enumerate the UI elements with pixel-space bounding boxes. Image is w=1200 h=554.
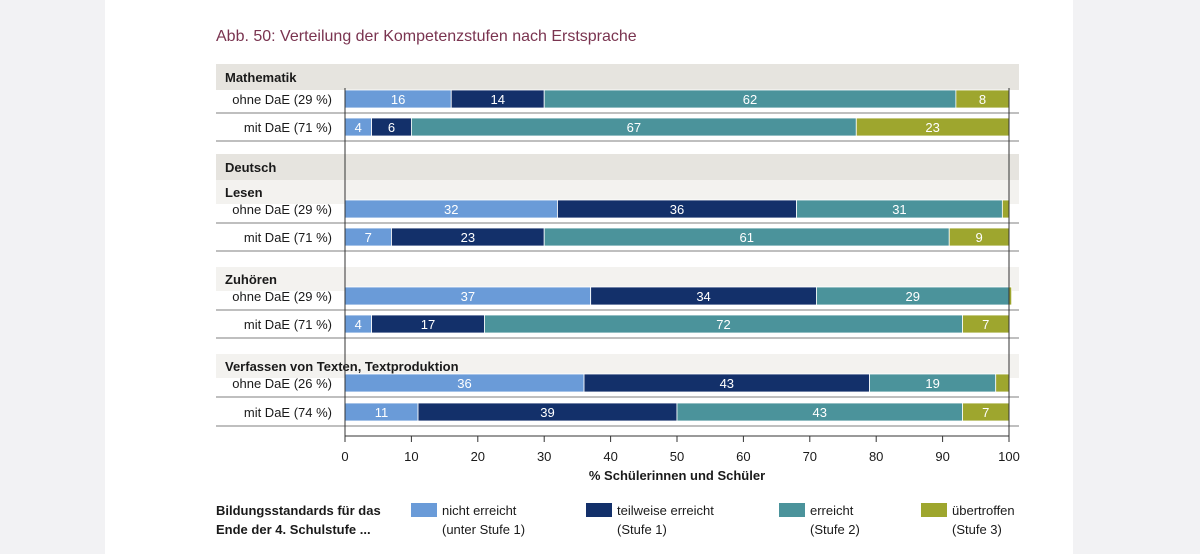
- bar-value-label: 43: [720, 376, 734, 391]
- x-tick-label: 70: [803, 449, 817, 464]
- group-header-label: Verfassen von Texten, Textproduktion: [225, 359, 459, 374]
- row-label: mit DaE (74 %): [244, 405, 332, 420]
- legend-swatch: [779, 503, 805, 517]
- group-header-band: [216, 64, 1019, 90]
- bar-value-label: 11: [375, 405, 389, 420]
- chart-title: Abb. 50: Verteilung der Kompetenzstufen …: [216, 28, 637, 45]
- bar-value-label: 23: [925, 120, 939, 135]
- bar-value-label: 17: [421, 317, 435, 332]
- bar-value-label: 6: [388, 120, 395, 135]
- legend-entry-label: teilweise erreicht: [617, 503, 714, 518]
- x-tick-label: 30: [537, 449, 551, 464]
- bar-value-label: 29: [905, 289, 919, 304]
- x-tick-label: 0: [341, 449, 348, 464]
- x-axis-label: % Schülerinnen und Schüler: [589, 468, 765, 483]
- bar-value-label: 31: [892, 202, 906, 217]
- row-label: ohne DaE (26 %): [232, 376, 332, 391]
- bar-value-label: 36: [670, 202, 684, 217]
- group-header-label: Zuhören: [225, 272, 277, 287]
- bar-value-label: 4: [355, 120, 362, 135]
- bar-value-label: 19: [925, 376, 939, 391]
- x-tick-label: 100: [998, 449, 1020, 464]
- legend-heading-line2: Ende der 4. Schulstufe ...: [216, 522, 371, 537]
- legend-entry-label: übertroffen: [952, 503, 1015, 518]
- bar-value-label: 7: [365, 230, 372, 245]
- legend-entry-sublabel: (unter Stufe 1): [442, 522, 525, 537]
- bar-segment-übertroffen: [1001, 199, 1010, 219]
- legend-entry-sublabel: (Stufe 1): [617, 522, 667, 537]
- bar-value-label: 67: [627, 120, 641, 135]
- bar-value-label: 7: [982, 317, 989, 332]
- group-header-label: Mathematik: [225, 70, 297, 85]
- bar-value-label: 34: [696, 289, 710, 304]
- x-tick-label: 90: [935, 449, 949, 464]
- x-tick-label: 80: [869, 449, 883, 464]
- legend-heading-line1: Bildungsstandards für das: [216, 503, 381, 518]
- legend-swatch: [921, 503, 947, 517]
- bar-segment-übertroffen: [995, 373, 1010, 393]
- legend-entry-label: nicht erreicht: [442, 503, 517, 518]
- bar-value-label: 43: [813, 405, 827, 420]
- legend-swatch: [586, 503, 612, 517]
- legend-entry-label: erreicht: [810, 503, 854, 518]
- bar-value-label: 72: [716, 317, 730, 332]
- row-label: ohne DaE (29 %): [232, 202, 332, 217]
- x-tick-label: 60: [736, 449, 750, 464]
- x-tick-label: 40: [603, 449, 617, 464]
- row-label: mit DaE (71 %): [244, 317, 332, 332]
- bar-value-label: 14: [490, 92, 504, 107]
- legend-swatch: [411, 503, 437, 517]
- bar-value-label: 32: [444, 202, 458, 217]
- bar-value-label: 23: [461, 230, 475, 245]
- report-page: Abb. 50: Verteilung der Kompetenzstufen …: [105, 0, 1073, 554]
- group-header-label: Deutsch: [225, 160, 276, 175]
- bar-value-label: 7: [982, 405, 989, 420]
- legend-entry-sublabel: (Stufe 3): [952, 522, 1002, 537]
- bar-value-label: 39: [540, 405, 554, 420]
- x-tick-label: 10: [404, 449, 418, 464]
- bar-value-label: 4: [355, 317, 362, 332]
- bar-value-label: 62: [743, 92, 757, 107]
- group-header-label: Lesen: [225, 185, 263, 200]
- group-header-band: [216, 154, 1019, 180]
- bar-value-label: 36: [457, 376, 471, 391]
- x-tick-label: 50: [670, 449, 684, 464]
- bar-value-label: 37: [461, 289, 475, 304]
- bar-value-label: 16: [391, 92, 405, 107]
- row-label: ohne DaE (29 %): [232, 92, 332, 107]
- x-tick-label: 20: [471, 449, 485, 464]
- row-label: mit DaE (71 %): [244, 120, 332, 135]
- row-label: ohne DaE (29 %): [232, 289, 332, 304]
- row-label: mit DaE (71 %): [244, 230, 332, 245]
- legend-entry-sublabel: (Stufe 2): [810, 522, 860, 537]
- bar-value-label: 9: [976, 230, 983, 245]
- bar-value-label: 8: [979, 92, 986, 107]
- competence-chart: Abb. 50: Verteilung der Kompetenzstufen …: [216, 28, 1020, 537]
- bar-value-label: 61: [739, 230, 753, 245]
